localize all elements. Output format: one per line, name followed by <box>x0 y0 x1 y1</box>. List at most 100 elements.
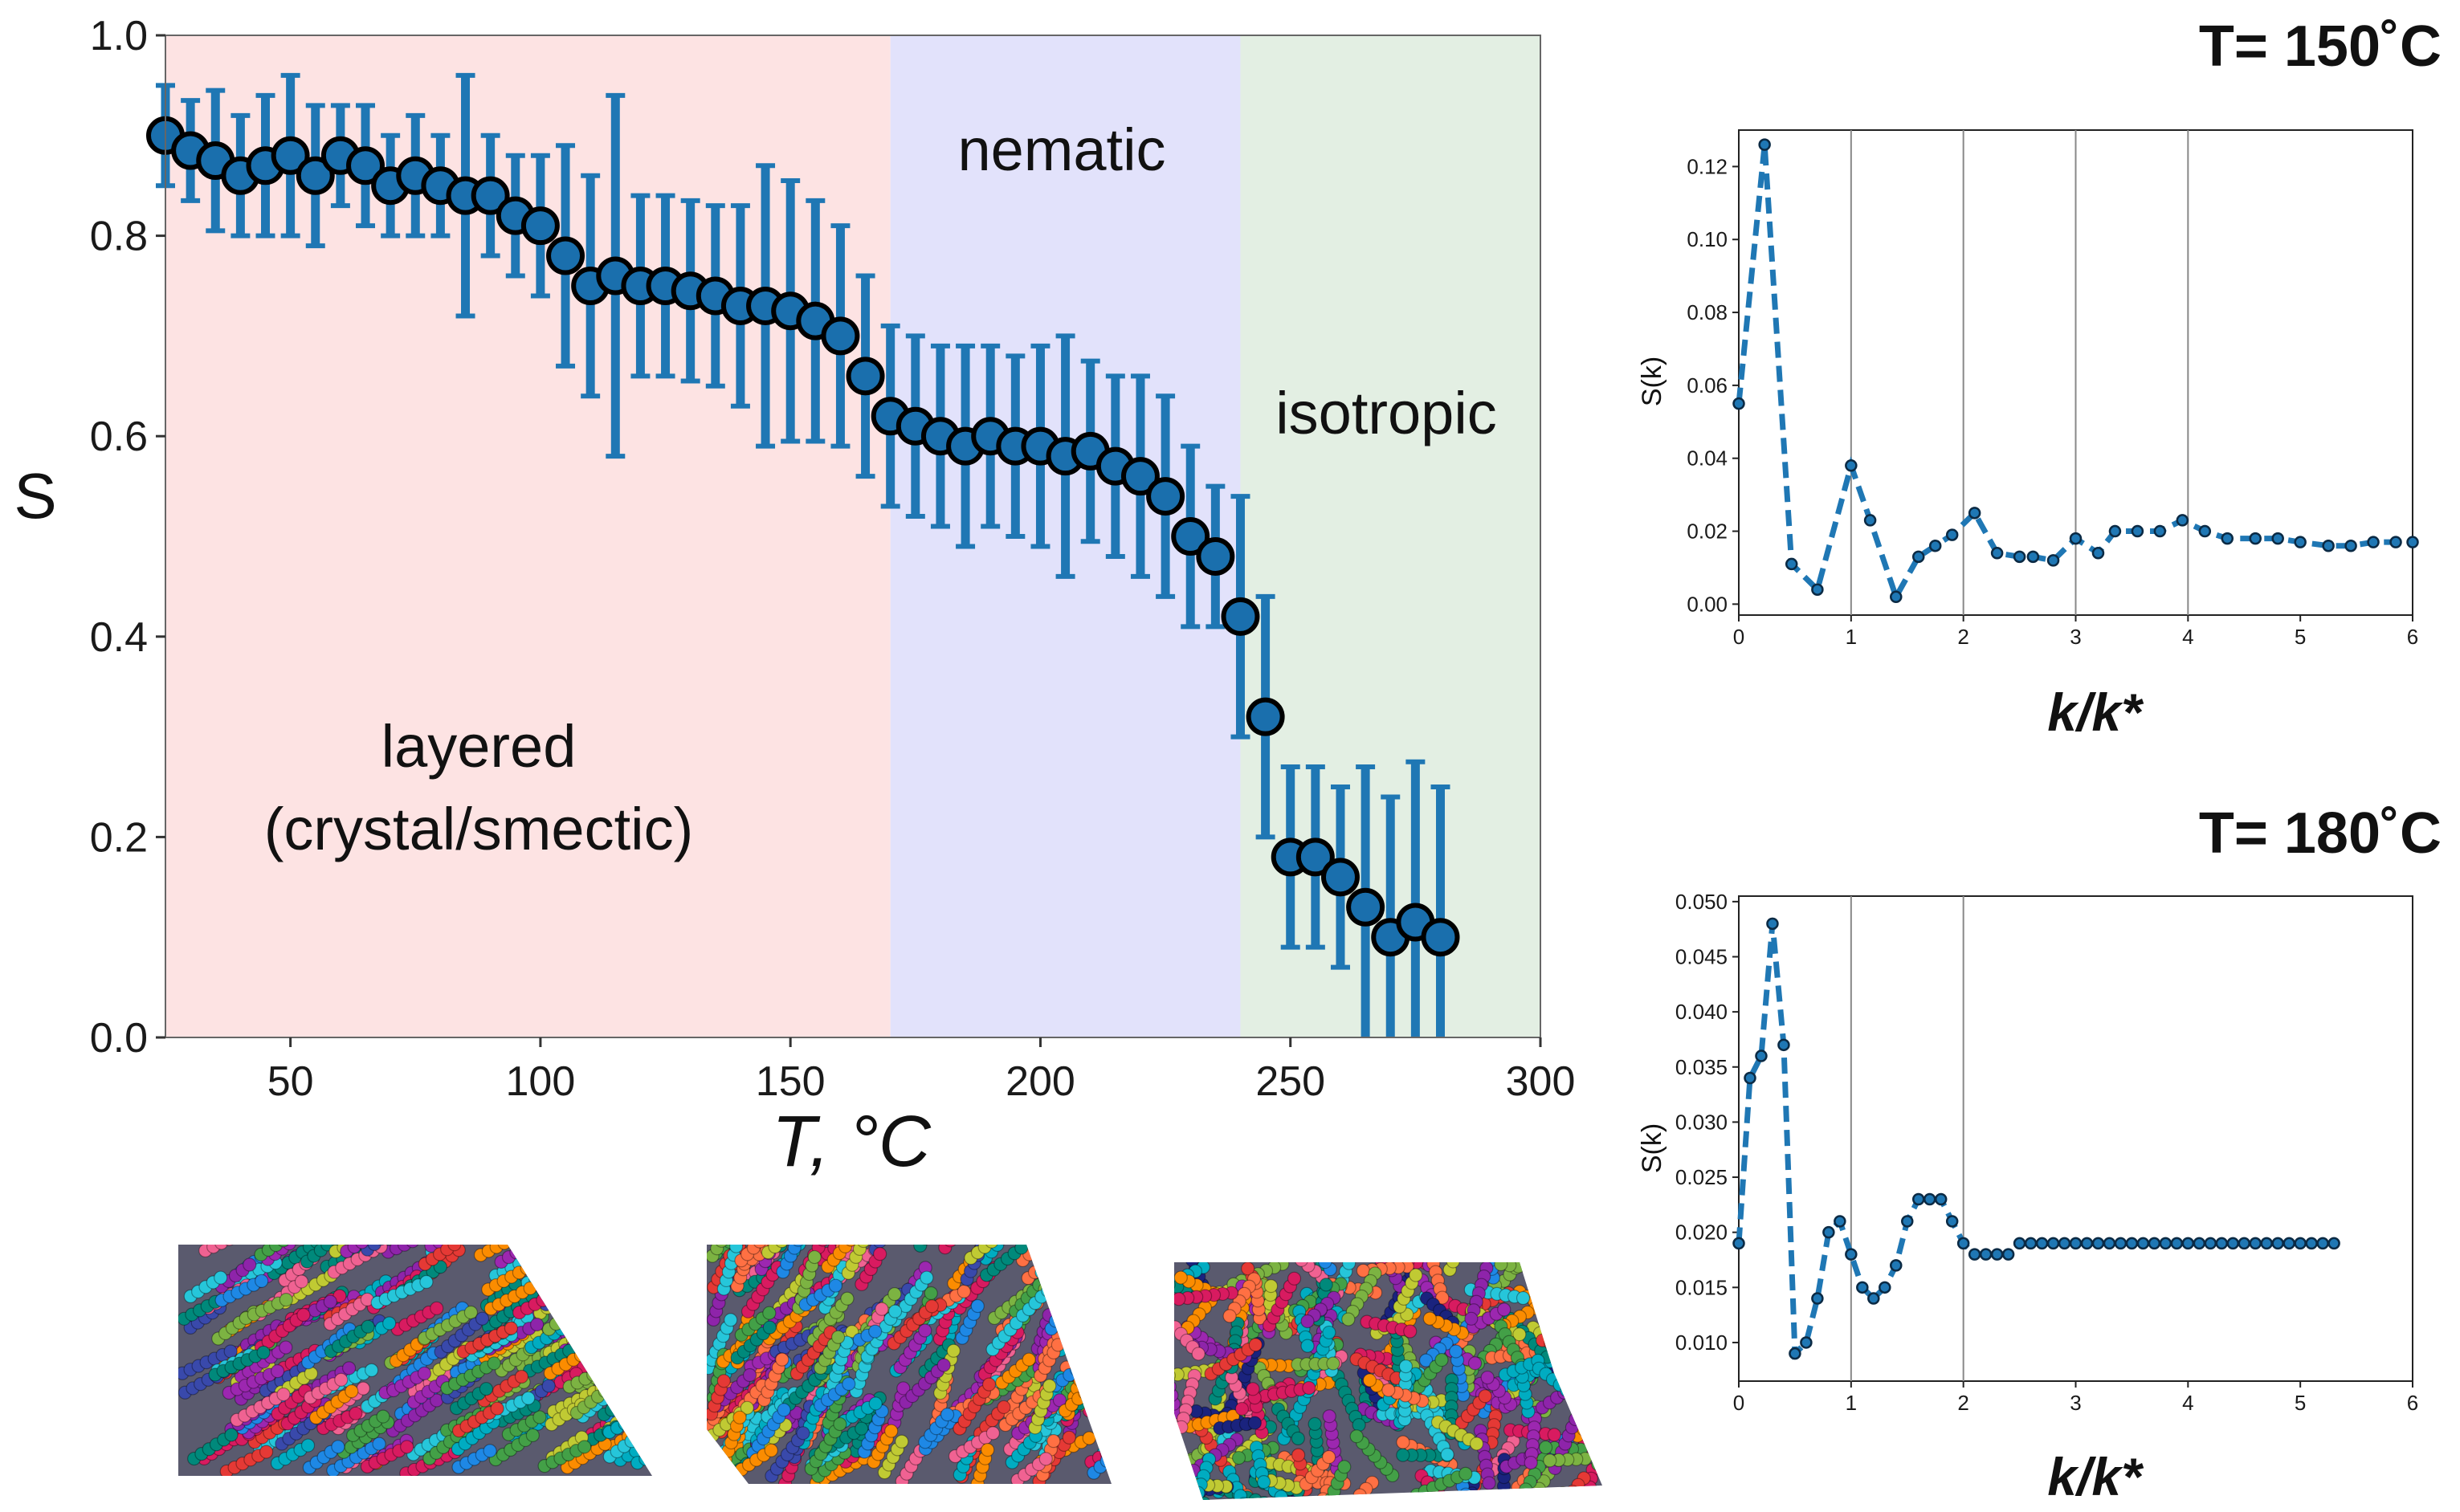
atom <box>999 1225 1012 1237</box>
atom <box>1076 1357 1091 1371</box>
atom <box>1073 1373 1087 1388</box>
atom <box>553 1287 568 1302</box>
atom <box>1103 1255 1112 1270</box>
atom <box>1087 1245 1102 1252</box>
region-label-layered-2: (crystal/smectic) <box>264 796 693 862</box>
atom <box>1579 1409 1593 1424</box>
atom <box>571 1260 585 1275</box>
atom <box>1087 1366 1102 1380</box>
atom <box>1552 1339 1566 1354</box>
sk-point <box>2238 1237 2250 1250</box>
atom <box>1052 1282 1067 1297</box>
atom <box>1282 1242 1295 1255</box>
atom <box>1585 1282 1599 1296</box>
atom <box>1157 1457 1170 1470</box>
atom <box>720 1227 732 1240</box>
atom <box>807 1249 822 1265</box>
atom <box>1582 1264 1597 1279</box>
atom <box>1514 1490 1528 1500</box>
atom <box>636 1401 651 1416</box>
plot-frame <box>165 35 1541 1038</box>
y-tick-label: 0.2 <box>90 814 148 861</box>
sk-point <box>1811 1292 1824 1305</box>
x-tick-label: 6 <box>2407 1391 2418 1415</box>
atom <box>1197 1496 1211 1500</box>
atom <box>664 1331 677 1343</box>
x-tick-label: 0 <box>1733 1391 1744 1415</box>
atom <box>753 1245 767 1249</box>
atom <box>610 1214 622 1227</box>
atom <box>784 1205 797 1218</box>
atom <box>1174 1482 1182 1498</box>
atom <box>762 1306 777 1320</box>
atom <box>640 1342 652 1356</box>
atom <box>1560 1241 1573 1254</box>
atom <box>1038 1452 1053 1466</box>
atom <box>1084 1395 1099 1410</box>
atom <box>655 1445 668 1458</box>
atom <box>981 1443 995 1457</box>
order-parameter-chart: 50 100 150 200 250 300 0.0 0.2 0.4 0.6 0.8 1.0 laye… <box>14 13 1575 1182</box>
atom <box>586 1252 602 1266</box>
atom <box>1570 1380 1585 1394</box>
atom <box>737 1225 750 1237</box>
atom <box>621 1295 635 1310</box>
data-point <box>520 206 560 246</box>
atom <box>1605 1269 1618 1282</box>
atom <box>598 1248 613 1262</box>
atom <box>1132 1286 1144 1299</box>
atom <box>1314 1249 1327 1261</box>
atom <box>1565 1389 1580 1404</box>
x-tick-label: 4 <box>2182 625 2193 649</box>
atom <box>585 1257 600 1271</box>
atom <box>1098 1213 1111 1226</box>
atom <box>1560 1354 1574 1368</box>
atom <box>639 1277 652 1292</box>
atom <box>621 1264 635 1278</box>
atom <box>1065 1282 1080 1298</box>
atom <box>1535 1299 1549 1314</box>
atom <box>430 1301 444 1315</box>
atom <box>1159 1363 1172 1375</box>
atom <box>777 1403 791 1417</box>
atom <box>1065 1304 1079 1318</box>
atom <box>671 1438 684 1451</box>
atom <box>1072 1282 1087 1297</box>
atom <box>604 1313 619 1327</box>
atom <box>667 1356 679 1369</box>
atom <box>989 1225 1002 1238</box>
atom <box>1605 1321 1618 1334</box>
atom <box>585 1302 600 1318</box>
atom <box>1108 1254 1112 1269</box>
sk-point <box>2026 550 2040 564</box>
atom <box>1108 1245 1112 1253</box>
data-point <box>821 316 860 356</box>
atom <box>924 1299 939 1314</box>
atom <box>524 1246 538 1261</box>
sk-point <box>2260 1237 2273 1250</box>
atom <box>1560 1383 1574 1398</box>
atom <box>643 1269 652 1283</box>
y-tick-label: 0.00 <box>1687 592 1728 616</box>
data-point <box>1120 457 1160 496</box>
atom <box>300 1438 316 1453</box>
sk-point <box>1845 1248 1858 1261</box>
atom <box>667 1350 679 1363</box>
sk-point <box>1732 397 1745 410</box>
atom <box>361 1230 374 1243</box>
x-tick-label: 50 <box>267 1058 314 1105</box>
atom <box>597 1287 611 1302</box>
atom <box>1064 1306 1079 1321</box>
atom <box>1043 1265 1058 1280</box>
atom <box>1053 1270 1067 1286</box>
atom <box>1612 1265 1625 1278</box>
x-axis-label: T, °C <box>772 1102 932 1182</box>
sk-point <box>1867 1292 1880 1305</box>
atom <box>936 1358 951 1372</box>
atom <box>1594 1403 1602 1417</box>
atom <box>1575 1378 1589 1392</box>
atom <box>1593 1350 1602 1364</box>
atom <box>1549 1319 1564 1335</box>
atom <box>629 1273 643 1287</box>
atom <box>573 1328 588 1343</box>
